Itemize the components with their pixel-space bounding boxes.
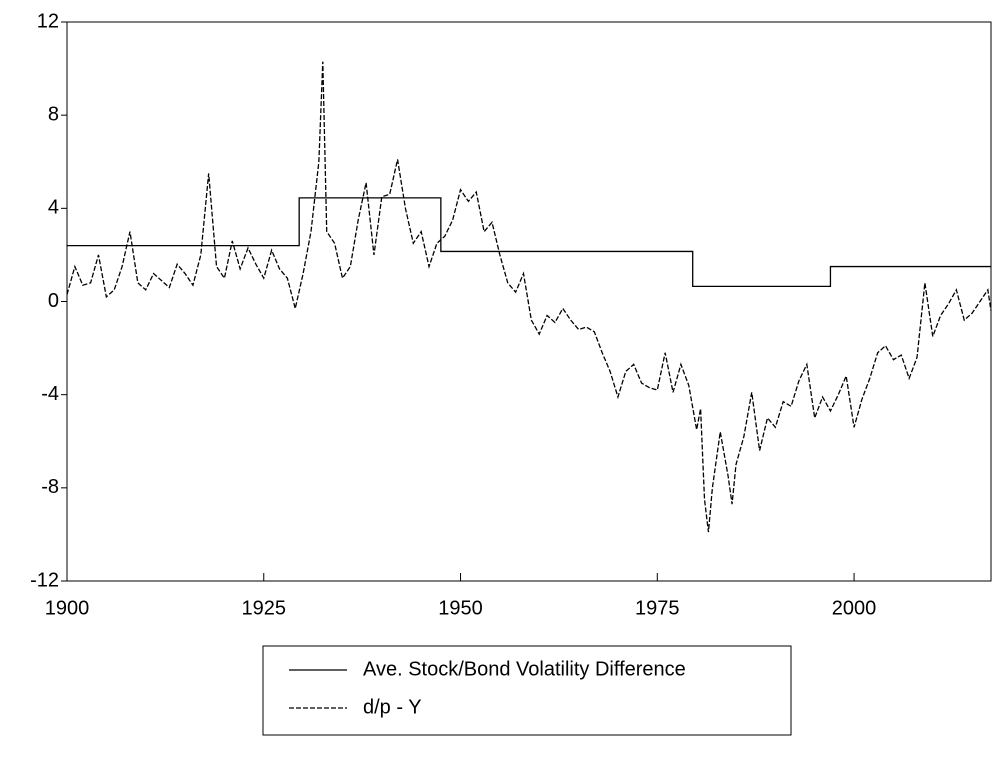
y-tick-label: 8: [48, 103, 59, 125]
x-tick-label: 2000: [832, 597, 877, 619]
y-tick-label: -8: [41, 476, 59, 498]
plot-frame: [66, 21, 992, 582]
legend-label: d/p - Y: [363, 696, 422, 718]
y-tick-label: 4: [48, 197, 59, 219]
legend-label: Ave. Stock/Bond Volatility Difference: [363, 658, 686, 680]
x-tick-label: 1950: [438, 597, 483, 619]
y-tick-label: -4: [41, 383, 59, 405]
x-tick-label: 1975: [635, 597, 680, 619]
legend-box: [262, 645, 792, 736]
data-line: [66, 61, 992, 533]
y-tick-label: -12: [30, 569, 59, 591]
y-tick-label: 12: [37, 10, 59, 32]
data-line: [67, 197, 991, 288]
y-tick-label: 0: [48, 290, 59, 312]
x-tick-label: 1925: [242, 597, 287, 619]
x-tick-label: 1900: [45, 597, 90, 619]
